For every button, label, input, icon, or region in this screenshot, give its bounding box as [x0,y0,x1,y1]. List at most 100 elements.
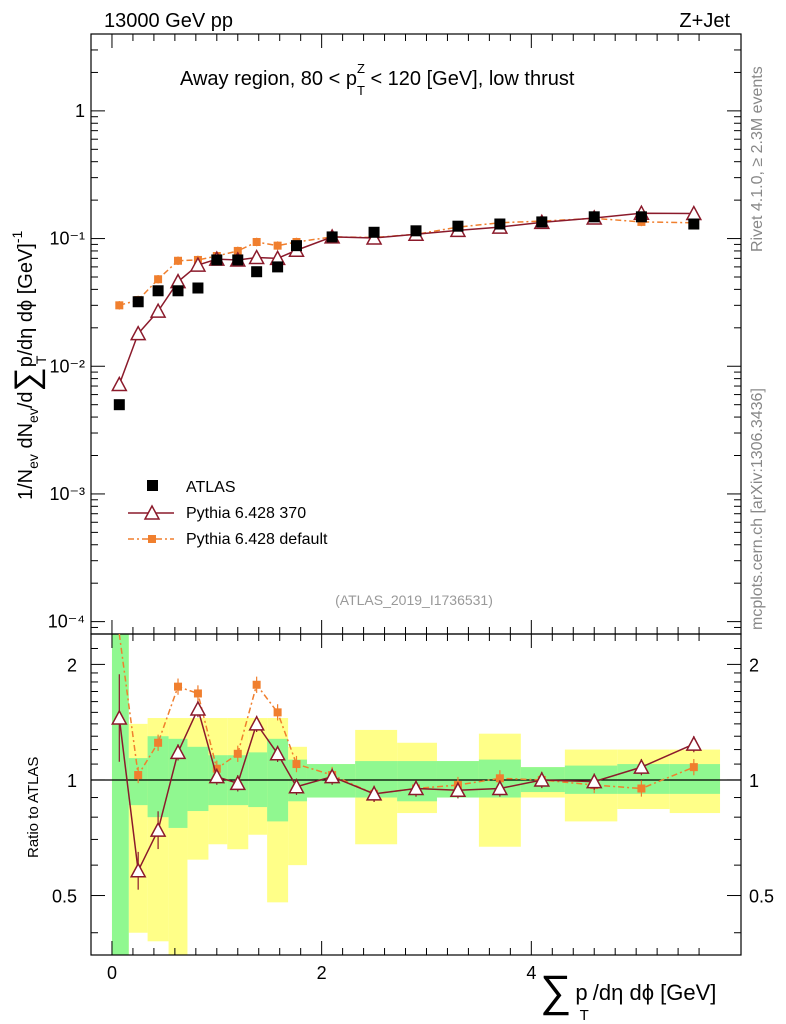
rivet-label: Rivet 4.1.0, ≥ 2.3M events [749,66,766,252]
point-default [115,301,124,310]
stat-band [168,738,188,828]
ratio-point-pythia370 [449,781,467,798]
ratio-frame [90,633,742,956]
ratio-point-pythia370 [189,700,207,716]
ratio-point-pythia370 [248,715,265,731]
svg-text:1/Nev dNev/d∑pT/dη dϕ [GeV]-1: 1/Nev dNev/d∑pT/dη dϕ [GeV]-1 [8,230,49,500]
ratio-point-default [252,680,261,689]
point-pythia370 [149,302,167,318]
ratio-point-pythia370 [229,774,247,791]
header-right: Z+Jet [679,10,730,32]
legend-label-default: Pythia 6.428 default [186,531,328,548]
point-default [233,246,242,255]
ratio-point-pythia370 [685,735,703,751]
legend-marker-atlas [147,480,158,491]
point-atlas [326,231,338,243]
point-atlas [635,211,647,223]
ratio-ytick-label-right: 2 [749,655,759,675]
point-atlas [452,220,464,232]
point-pythia370 [111,375,128,392]
ratio-point-default [292,760,301,769]
point-atlas [192,282,204,294]
x-tick-label: 0 [107,963,117,983]
point-atlas [132,296,144,308]
ratio-point-default [689,763,698,772]
point-atlas [494,218,506,230]
x-tick-label: 2 [317,963,327,983]
series-line-default [119,217,694,307]
point-atlas [410,225,422,237]
stat-band [147,736,169,818]
x-tick-label: 4 [526,963,536,983]
legend-marker-default [148,535,156,543]
point-atlas [172,285,184,297]
syst-band [128,723,148,933]
main-ylabel: 1/Nev dNev/d∑pT/dη dϕ [GeV]-1 [8,230,49,500]
ratio-point-default [174,682,183,691]
point-atlas [688,218,700,230]
point-atlas [113,399,125,411]
point-pythia370 [248,248,265,265]
point-atlas [272,261,284,273]
ratio-point-default [193,689,202,698]
ratio-point-pythia370 [129,862,147,878]
ratio-point-default [495,774,504,783]
ratio-point-pythia370 [491,779,509,796]
point-default [273,241,282,250]
legend-label-pythia370: Pythia 6.428 370 [186,505,306,522]
point-pythia370 [129,325,147,341]
ratio-point-pythia370 [288,778,305,794]
main-ytick-label: 10⁻³ [49,484,85,504]
ratio-point-pythia370 [169,743,187,760]
main-ytick-label: 10⁻² [49,356,85,376]
ratio-point-default [233,749,242,758]
point-atlas [232,254,244,266]
ratio-point-pythia370 [111,709,128,725]
stat-band [187,746,209,812]
ratio-point-default [134,771,143,780]
point-default [252,237,261,246]
plot-title: Away region, 80 < pZ T < 120 [GeV], low t… [180,61,575,98]
stat-band [111,634,129,955]
ratio-point-default [273,708,282,717]
point-default [154,275,163,284]
point-atlas [588,211,600,223]
ratio-point-pythia370 [633,758,650,774]
ratio-ytick-label: 2 [67,655,77,675]
point-atlas [536,216,548,228]
legend: ATLAS Pythia 6.428 370 Pythia 6.428 defa… [128,479,328,548]
ratio-point-pythia370 [208,768,226,784]
ratio-ytick-label: 0.5 [52,887,77,907]
point-atlas [251,266,263,278]
mcplots-label: mcplots.cern.ch [arXiv:1306.3436] [749,388,766,630]
point-atlas [152,285,164,297]
ratio-point-pythia370 [365,785,383,801]
point-default [174,256,183,265]
ratio-point-pythia370 [269,745,286,761]
legend-label-atlas: ATLAS [186,479,236,496]
series-line-pythia370 [118,212,694,385]
ratio-ytick-label-right: 0.5 [749,887,774,907]
ratio-point-pythia370 [533,771,551,787]
ratio-point-default [154,738,163,747]
main-ytick-label: 1 [75,101,85,121]
ratio-point-pythia370 [407,779,425,796]
analysis-id: (ATLAS_2019_I1736531) [335,592,493,608]
ratio-ytick-label-right: 1 [749,771,759,791]
x-axis-label: ∑ p T/dη dϕ [GeV] [540,967,716,1024]
ratio-point-default [637,784,646,793]
ratio-point-pythia370 [585,773,603,789]
main-ytick-label: 10⁻¹ [49,229,85,249]
point-atlas [368,226,380,238]
ratio-ytick-label: 1 [67,771,77,791]
main-ytick-label: 10⁻⁴ [48,612,85,632]
legend-marker-pythia370 [143,504,161,520]
ratio-point-pythia370 [323,768,341,784]
header-left: 13000 GeV pp [104,10,233,32]
point-atlas [290,240,302,252]
point-atlas [211,254,223,266]
point-pythia370 [189,256,207,272]
ratio-ylabel: Ratio to ATLAS [25,757,42,858]
ratio-point-pythia370 [149,821,167,837]
